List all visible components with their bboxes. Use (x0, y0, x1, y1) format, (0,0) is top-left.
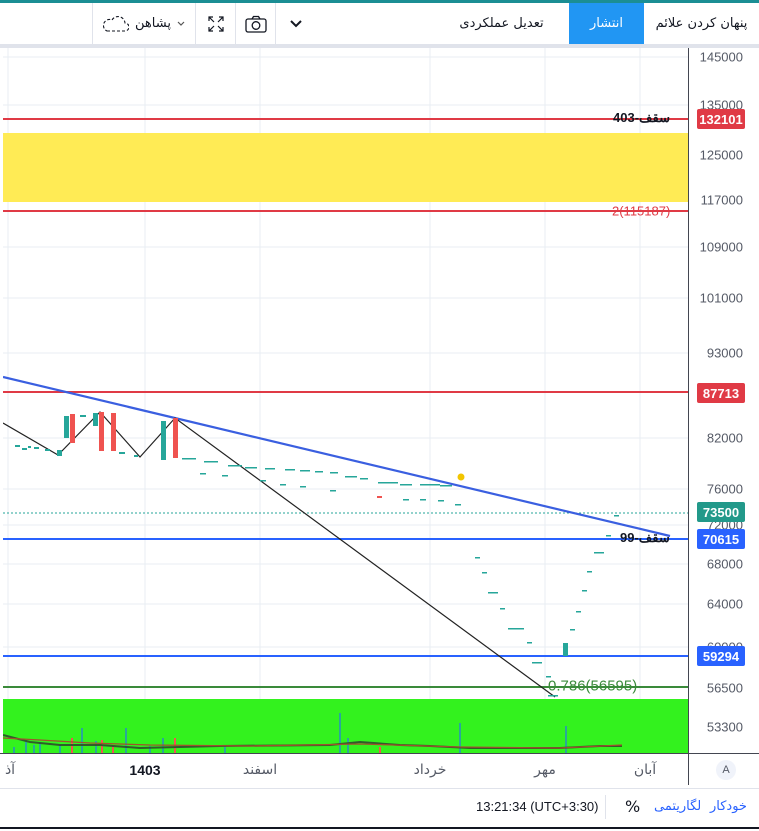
price-tick: 56500 (706, 680, 743, 696)
price-tick: 53300 (706, 719, 743, 735)
time-label: خرداد (413, 762, 447, 778)
alert-template-label: پشاهن (135, 16, 171, 31)
price-tick: 135000 (699, 97, 743, 113)
price-badge-70615: 70615 (697, 529, 745, 549)
price-tick: 101000 (699, 290, 743, 306)
price-tick: 145000 (699, 49, 743, 65)
time-label: 1403 (129, 762, 161, 778)
price-axis[interactable]: 145000 135000 125000 117000 109000 10100… (688, 48, 759, 753)
last-price-badge: 73500 (697, 502, 745, 522)
time-label: آذ (4, 762, 16, 778)
fib-2-label: 2(115187) (612, 203, 671, 219)
clock-display[interactable]: 13:21:34 (UTC+3:30) (476, 799, 599, 814)
price-tick: 117000 (700, 192, 743, 208)
price-tick: 125000 (699, 147, 743, 163)
event-marker-dot (457, 473, 465, 481)
price-tick: 68000 (706, 556, 743, 572)
auto-scale-button[interactable]: A (716, 760, 736, 780)
price-tick: 109000 (699, 239, 743, 255)
price-badge-132101: 132101 (697, 109, 745, 129)
price-chart-canvas[interactable] (3, 48, 688, 753)
ceiling-99-label: سقف-99 (620, 530, 670, 545)
percent-toggle[interactable]: % (625, 797, 641, 816)
candles (15, 412, 619, 697)
time-label: مهر (534, 762, 556, 778)
zigzag-line (3, 411, 556, 698)
resistance-zone (3, 133, 688, 202)
volume-ma-slow (3, 737, 623, 749)
price-tick: 93000 (706, 345, 743, 361)
performance-adjust-button[interactable]: تعدیل عملکردی (459, 16, 544, 31)
chart-pane[interactable]: سقف-403 2(115187) سقف-99 0.786(56595) (3, 48, 688, 753)
ceiling-403-label: سقف-403 (613, 110, 670, 125)
fib-0786-label: 0.786(56595) (548, 677, 638, 695)
snapshot-button[interactable] (235, 3, 275, 44)
publish-button[interactable]: انتشار (569, 3, 644, 44)
divider (605, 795, 606, 819)
price-tick: 76000 (706, 481, 743, 497)
fullscreen-icon (207, 15, 224, 32)
top-accent-bar (0, 0, 759, 3)
hide-indicators-button[interactable]: پنهان کردن علائم (655, 16, 748, 31)
price-tick: 82000 (706, 430, 743, 446)
chevron-down-small-icon (177, 21, 185, 26)
more-dropdown-button[interactable] (275, 3, 315, 44)
log-scale-toggle[interactable]: لگاریتمی (654, 799, 702, 814)
price-badge-87713: 87713 (697, 383, 745, 403)
time-label: آبان (633, 762, 657, 778)
descending-trendline (3, 375, 671, 538)
cloud-icon (103, 15, 130, 32)
axis-corner: A (688, 753, 759, 785)
price-tick: 64000 (706, 596, 743, 612)
auto-scale-toggle[interactable]: خودکار (710, 799, 747, 814)
chevron-down-icon (289, 19, 302, 27)
alert-template-button[interactable]: پشاهن (92, 3, 195, 44)
price-badge-59294: 59294 (697, 646, 745, 666)
camera-icon (244, 15, 267, 33)
chart-toolbar: پنهان کردن علائم انتشار تعدیل عملکردی پش… (0, 3, 759, 48)
time-label: اسفند (242, 762, 278, 778)
time-axis[interactable]: آذ 1403 اسفند خرداد مهر آبان (0, 753, 688, 786)
fullscreen-button[interactable] (195, 3, 235, 44)
bottom-status-bar: 13:21:34 (UTC+3:30) % لگاریتمی خودکار (0, 788, 759, 829)
